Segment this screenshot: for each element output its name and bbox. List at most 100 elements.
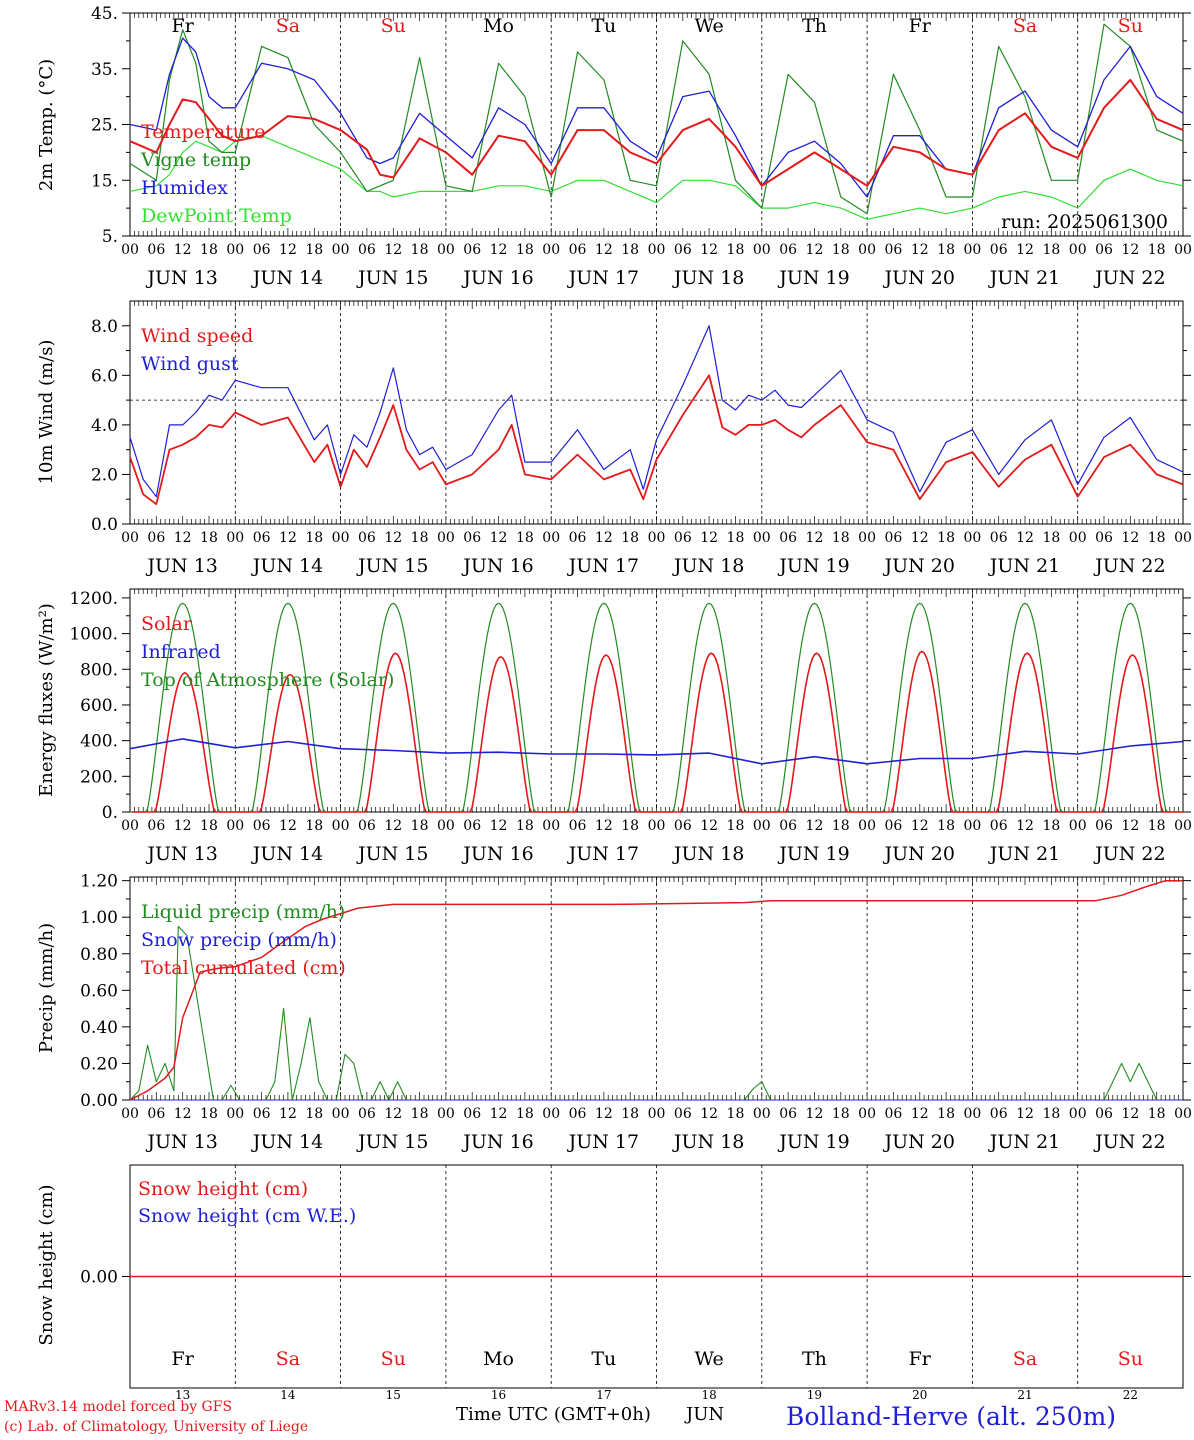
day-number: 17 (596, 1388, 611, 1402)
x-hour-label: 06 (990, 242, 1008, 258)
x-hour-label: 18 (1148, 242, 1166, 258)
y-tick-label: 600. (80, 696, 118, 716)
x-hour-label: 18 (411, 1106, 429, 1122)
y-tick-label: 15. (91, 171, 118, 191)
x-hour-label: 06 (990, 1106, 1008, 1122)
x-date-label: JUN 15 (356, 267, 428, 289)
x-hour-label: 12 (700, 818, 718, 834)
x-hour-label: 00 (437, 242, 455, 258)
y-tick-label: 35. (91, 60, 118, 80)
x-date-label: JUN 22 (1093, 843, 1165, 865)
x-hour-label: 06 (569, 818, 587, 834)
x-hour-label: 12 (911, 818, 929, 834)
x-date-label: JUN 13 (145, 555, 217, 577)
legend-entry: Solar (141, 613, 193, 635)
x-hour-label: 18 (832, 1106, 850, 1122)
plot-frame (129, 300, 1184, 525)
x-hour-label: 06 (990, 818, 1008, 834)
x-date-label: JUN 15 (356, 1131, 428, 1153)
x-hour-label: 00 (858, 818, 876, 834)
model-credit: MARv3.14 model forced by GFS (4, 1399, 233, 1415)
y-tick-label: 45. (91, 4, 118, 24)
legend-entry: Wind speed (141, 325, 253, 347)
x-hour-label: 06 (463, 818, 481, 834)
day-name-bottom: Fr (909, 1348, 932, 1370)
x-hour-label: 06 (358, 1106, 376, 1122)
x-hour-label: 00 (963, 242, 981, 258)
day-number: 20 (912, 1388, 927, 1402)
station-title: Bolland-Herve (alt. 250m) (786, 1402, 1117, 1431)
day-number: 15 (386, 1388, 401, 1402)
x-hour-label: 12 (1016, 530, 1034, 546)
legend-entry: DewPoint Temp (141, 205, 292, 227)
x-hour-label: 00 (963, 530, 981, 546)
x-hour-label: 00 (121, 818, 139, 834)
y-tick-label: 0.00 (80, 1268, 118, 1288)
x-hour-label: 00 (1069, 1106, 1087, 1122)
x-hour-label: 00 (753, 530, 771, 546)
y-tick-label: 2.0 (91, 465, 118, 485)
x-hour-label: 12 (806, 242, 824, 258)
x-hour-label: 00 (963, 1106, 981, 1122)
x-hour-label: 06 (885, 530, 903, 546)
x-hour-label: 12 (174, 242, 192, 258)
x-hour-label: 12 (911, 530, 929, 546)
x-hour-label: 18 (832, 818, 850, 834)
day-number: 13 (175, 1388, 190, 1402)
day-name-bottom: Fr (172, 1348, 195, 1370)
x-date-label: JUN 16 (461, 555, 533, 577)
x-hour-label: 12 (700, 1106, 718, 1122)
legend-entry: Humidex (141, 177, 228, 199)
x-hour-label: 18 (516, 530, 534, 546)
x-hour-label: 18 (1148, 818, 1166, 834)
time-axis-month: JUN (686, 1404, 725, 1425)
x-date-label: JUN 21 (988, 1131, 1060, 1153)
x-hour-label: 06 (253, 818, 271, 834)
x-hour-label: 12 (490, 242, 508, 258)
x-hour-label: 18 (411, 818, 429, 834)
x-hour-label: 00 (1069, 530, 1087, 546)
x-hour-label: 00 (226, 242, 244, 258)
series-infrared-line (129, 738, 1184, 765)
x-hour-label: 06 (569, 1106, 587, 1122)
x-hour-label: 12 (700, 530, 718, 546)
day-name: Tu (591, 15, 616, 37)
x-date-label: JUN 18 (672, 555, 744, 577)
x-date-label: JUN 19 (777, 1131, 849, 1153)
x-hour-label: 18 (1042, 242, 1060, 258)
x-hour-label: 00 (332, 1106, 350, 1122)
legend-entry: Snow height (cm W.E.) (138, 1205, 356, 1227)
day-name-bottom: Sa (276, 1348, 300, 1370)
run-label: run: 2025061300 (1001, 211, 1168, 233)
x-hour-label: 00 (1174, 818, 1192, 834)
x-hour-label: 00 (332, 530, 350, 546)
y-tick-label: 6.0 (91, 366, 118, 386)
x-hour-label: 18 (832, 530, 850, 546)
x-hour-label: 18 (305, 242, 323, 258)
day-number: 22 (1123, 1388, 1138, 1402)
day-name-bottom: Mo (483, 1348, 514, 1370)
x-hour-label: 18 (200, 530, 218, 546)
y-tick-label: 0.80 (80, 945, 118, 965)
x-hour-label: 18 (200, 818, 218, 834)
x-hour-label: 12 (279, 1106, 297, 1122)
legend-entry: Vigne temp (140, 149, 251, 171)
lab-credit: (c) Lab. of Climatology, University of L… (4, 1419, 309, 1435)
x-hour-label: 00 (648, 818, 666, 834)
x-hour-label: 06 (885, 242, 903, 258)
x-hour-label: 12 (806, 1106, 824, 1122)
y-tick-label: 0.0 (91, 515, 118, 535)
x-hour-label: 06 (147, 242, 165, 258)
x-date-label: JUN 22 (1093, 267, 1165, 289)
x-hour-label: 06 (1095, 530, 1113, 546)
x-hour-label: 18 (727, 242, 745, 258)
x-hour-label: 12 (174, 818, 192, 834)
hour-ticks (129, 13, 1184, 236)
legend-entry: Infrared (141, 641, 221, 663)
x-hour-label: 18 (621, 530, 639, 546)
x-hour-label: 12 (1121, 242, 1139, 258)
x-hour-label: 12 (384, 242, 402, 258)
y-axis-label: Energy fluxes (W/m²) (36, 603, 57, 797)
x-date-label: JUN 16 (461, 843, 533, 865)
x-date-label: JUN 18 (672, 267, 744, 289)
